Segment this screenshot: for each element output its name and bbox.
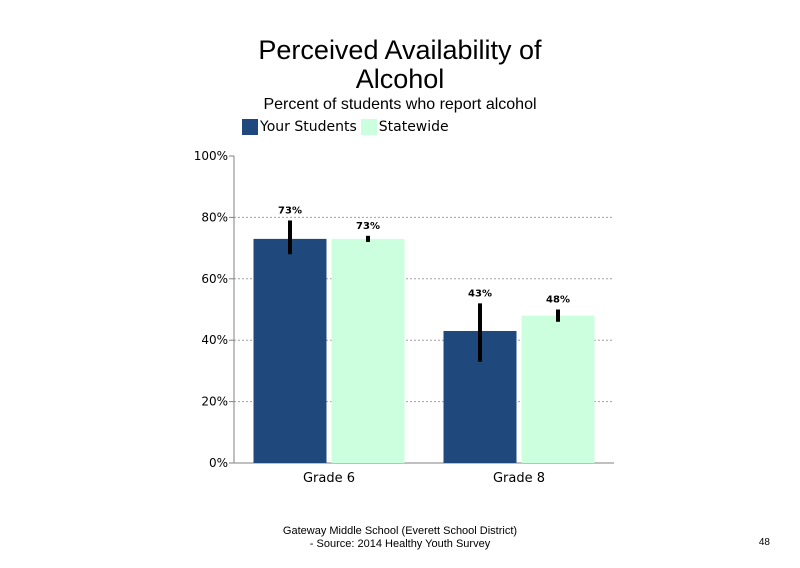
footer-source: Gateway Middle School (Everett School Di…: [200, 525, 600, 551]
footer-line-1: Gateway Middle School (Everett School Di…: [282, 525, 518, 537]
data-label-your-students-grade-8: 43%: [468, 288, 492, 299]
y-tick-label-0: 0%: [209, 456, 228, 470]
y-tick-label-20: 20%: [201, 395, 228, 409]
data-label-statewide-grade-8: 48%: [546, 295, 570, 306]
page-number: 48: [758, 537, 770, 548]
legend-label-your-students: Your Students: [260, 119, 357, 135]
y-tick-label-100: 100%: [194, 149, 228, 163]
y-tick-label-80: 80%: [201, 210, 228, 224]
legend-label-statewide: Statewide: [378, 119, 449, 135]
legend-item-statewide: Statewide: [360, 119, 449, 135]
legend-swatch-statewide: [360, 119, 377, 135]
x-category-label-grade-6: Grade 6: [303, 471, 355, 486]
chart-title-line1: Perceived Availability of: [258, 35, 542, 65]
y-tick-label-40: 40%: [201, 333, 228, 347]
footer-line-2: - Source: 2014 Healthy Youth Survey: [309, 538, 491, 550]
x-category-label-grade-8: Grade 8: [493, 471, 545, 486]
bar-statewide-grade-8: [521, 315, 595, 463]
legend-swatch-your-students: [242, 119, 258, 135]
bar-your-students-grade-6: [253, 238, 327, 463]
bar-statewide-grade-6: [331, 238, 405, 463]
data-label-statewide-grade-6: 73%: [356, 221, 380, 232]
y-tick-label-60: 60%: [201, 272, 228, 286]
legend-item-your-students: Your Students: [242, 119, 357, 135]
chart-title-line2: Alcohol: [355, 64, 445, 94]
data-label-your-students-grade-6: 73%: [278, 205, 302, 216]
chart-title: Perceived Availability of Alcohol: [200, 36, 600, 94]
chart-legend: Your Students Statewide: [242, 118, 453, 136]
chart-subtitle: Percent of students who report alcohol: [263, 96, 537, 113]
